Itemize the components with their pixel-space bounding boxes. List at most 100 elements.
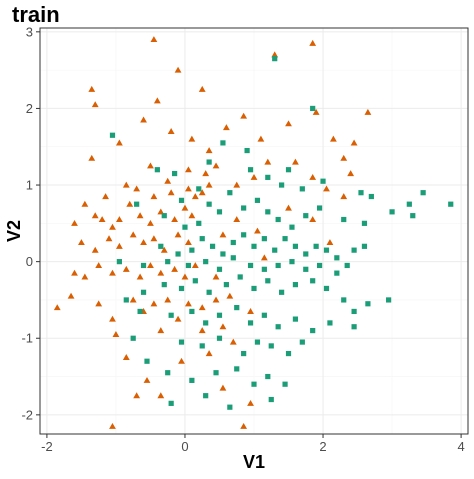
triangle-point xyxy=(271,51,279,58)
square-point xyxy=(368,193,374,200)
triangle-point xyxy=(164,177,172,184)
square-point xyxy=(282,381,288,387)
triangle-point xyxy=(91,101,99,108)
triangle-point xyxy=(185,300,192,307)
square-point xyxy=(165,370,171,376)
triangle-point xyxy=(250,173,258,180)
square-point xyxy=(158,243,164,249)
square-point xyxy=(203,259,209,265)
triangle-point xyxy=(150,36,158,43)
square-point xyxy=(234,366,240,372)
square-point xyxy=(247,320,254,326)
square-point xyxy=(206,159,212,165)
square-point xyxy=(351,324,357,330)
triangle-point xyxy=(129,231,137,238)
triangle-point xyxy=(167,128,175,134)
triangle-point xyxy=(285,204,292,211)
triangle-point xyxy=(157,327,165,334)
y-tick-label: -2 xyxy=(21,407,33,422)
triangle-point xyxy=(240,112,248,119)
triangle-point xyxy=(212,162,220,169)
triangle-point xyxy=(185,166,192,173)
triangle-point xyxy=(240,422,248,429)
square-point xyxy=(116,259,122,265)
square-point xyxy=(292,243,299,249)
square-point xyxy=(189,308,195,315)
triangle-point xyxy=(126,200,134,207)
data-points xyxy=(53,36,454,429)
square-point xyxy=(361,243,368,249)
square-point xyxy=(272,56,278,62)
triangle-point xyxy=(78,239,85,246)
triangle-point xyxy=(247,308,254,314)
square-point xyxy=(216,209,223,215)
square-point xyxy=(361,220,368,226)
triangle-point xyxy=(191,193,199,200)
triangle-point xyxy=(122,181,130,188)
triangle-point xyxy=(222,124,230,131)
axis-ticks: -2 0 2 4 -2 -1 0 1 2 3 xyxy=(21,24,464,454)
square-point xyxy=(351,247,357,253)
square-point xyxy=(265,278,271,284)
square-point xyxy=(189,377,195,383)
triangle-point xyxy=(129,296,137,303)
triangle-point xyxy=(115,216,123,223)
square-point xyxy=(247,167,254,173)
triangle-point xyxy=(88,154,96,161)
y-tick-label: 3 xyxy=(26,24,33,39)
triangle-point xyxy=(164,296,172,303)
triangle-point xyxy=(174,315,182,322)
square-point xyxy=(227,404,233,410)
square-point xyxy=(175,251,181,257)
triangle-point xyxy=(150,193,158,200)
triangle-point xyxy=(233,181,241,188)
square-point xyxy=(203,320,209,326)
triangle-point xyxy=(171,216,179,223)
triangle-point xyxy=(115,139,123,146)
square-point xyxy=(130,335,136,341)
square-point xyxy=(168,400,174,406)
square-point xyxy=(206,201,212,207)
square-point xyxy=(265,174,271,180)
square-point xyxy=(289,224,295,230)
square-point xyxy=(165,259,171,265)
triangle-point xyxy=(292,158,299,165)
square-point xyxy=(192,278,198,284)
triangle-point xyxy=(71,219,78,226)
triangle-point xyxy=(140,239,147,246)
triangle-point xyxy=(329,135,337,142)
square-point xyxy=(303,266,309,272)
triangle-point xyxy=(198,327,206,334)
square-point xyxy=(420,190,426,196)
triangle-point xyxy=(136,212,144,219)
triangle-point xyxy=(160,246,168,253)
triangle-point xyxy=(254,227,261,234)
square-point xyxy=(275,324,281,330)
triangle-point xyxy=(150,235,158,242)
square-point xyxy=(261,236,267,242)
triangle-point xyxy=(81,273,89,280)
triangle-point xyxy=(226,292,234,299)
triangle-point xyxy=(198,85,206,92)
square-point xyxy=(292,282,299,288)
square-point xyxy=(196,186,202,192)
triangle-point xyxy=(153,97,161,104)
square-point xyxy=(299,186,305,192)
triangle-point xyxy=(212,296,220,303)
square-point xyxy=(178,197,185,203)
square-point xyxy=(299,339,305,345)
triangle-point xyxy=(109,315,116,322)
square-point xyxy=(344,262,350,269)
square-point xyxy=(303,213,309,219)
square-point xyxy=(285,350,292,357)
triangle-point xyxy=(364,108,372,115)
square-point xyxy=(230,239,236,246)
square-point xyxy=(241,232,247,238)
triangle-point xyxy=(350,139,358,146)
square-point xyxy=(209,243,216,249)
square-point xyxy=(334,255,340,261)
triangle-point xyxy=(109,223,116,230)
triangle-point xyxy=(115,242,123,249)
square-point xyxy=(216,266,223,272)
triangle-point xyxy=(191,262,199,269)
